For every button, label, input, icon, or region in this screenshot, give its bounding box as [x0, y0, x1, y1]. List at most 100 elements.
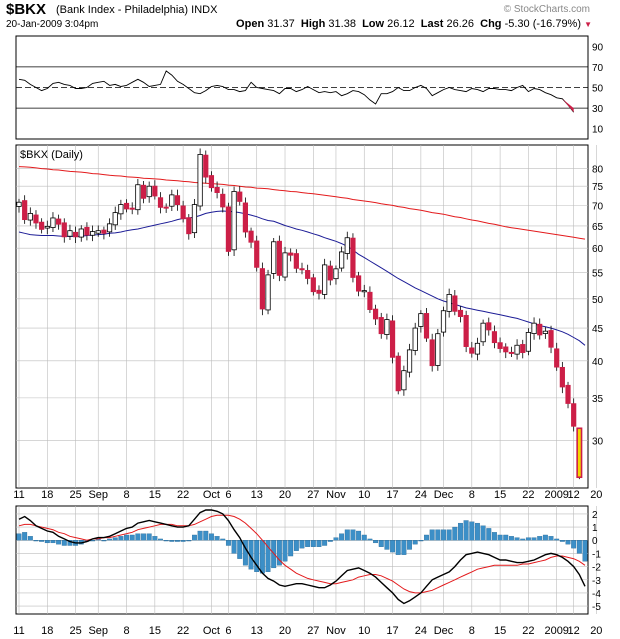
price-bar	[423, 307, 430, 342]
macd-x-tick-13: 10	[358, 625, 370, 637]
low-value: 26.12	[387, 18, 415, 30]
price-bar	[491, 325, 498, 349]
macd-x-tick-3: Sep	[88, 625, 108, 637]
macd-hist-bar	[378, 540, 384, 547]
macd-hist-bar	[525, 537, 531, 541]
macd-hist-bar	[288, 540, 294, 557]
macd-hist-bar	[361, 534, 367, 541]
price-bar-body	[480, 322, 486, 343]
price-x-tick-6: 22	[177, 489, 189, 501]
price-bar-body	[503, 346, 509, 353]
price-x-tick-10: 20	[279, 489, 291, 501]
price-bar-body	[316, 289, 322, 294]
macd-hist-bar	[293, 540, 299, 551]
price-bar-body	[367, 291, 373, 310]
last-label: Last	[420, 18, 444, 30]
price-bar	[95, 225, 101, 237]
price-bar	[576, 427, 583, 480]
macd-hist-bar	[395, 540, 401, 555]
macd-x-tick-1: 18	[41, 625, 53, 637]
price-bar	[508, 346, 515, 357]
price-bar	[84, 222, 90, 241]
price-bar	[242, 197, 248, 238]
price-bar	[248, 227, 254, 248]
price-bar	[333, 265, 339, 285]
price-bar-body	[84, 226, 90, 236]
price-bar	[565, 381, 571, 409]
price-bar	[395, 352, 401, 395]
chart-header: $BKX (Bank Index - Philadelphia) INDX 20…	[0, 0, 620, 34]
price-bar	[118, 199, 124, 220]
price-bar-body	[463, 315, 469, 347]
price-bar	[191, 199, 198, 239]
price-x-tick-11: 27	[307, 489, 319, 501]
price-bar	[367, 286, 373, 313]
price-panel-label: $BKX (Daily)	[20, 149, 83, 161]
macd-hist-bar	[33, 540, 39, 542]
macd-hist-bar	[339, 533, 345, 541]
macd-tick-0: 2	[592, 510, 598, 521]
price-bar-body	[254, 240, 260, 268]
price-bar-body	[384, 319, 390, 335]
macd-hist-bar	[418, 540, 424, 542]
price-tick-1: 35	[592, 394, 604, 405]
price-bar	[129, 202, 135, 215]
price-bar	[310, 273, 316, 296]
price-bar	[276, 235, 282, 282]
price-bar-body	[406, 349, 413, 373]
high-label: High	[300, 18, 326, 30]
price-bar-body	[412, 327, 418, 351]
price-tick-8: 70	[592, 201, 604, 212]
price-bar	[406, 343, 413, 378]
macd-hist-bar	[197, 530, 203, 541]
price-bar	[231, 186, 237, 256]
price-bar-body	[333, 268, 339, 280]
price-bar	[293, 249, 299, 273]
ticker-description: (Bank Index - Philadelphia) INDX	[56, 4, 217, 16]
macd-hist-bar	[101, 540, 107, 542]
macd-hist-bar	[480, 525, 486, 541]
macd-hist-bar	[276, 540, 282, 566]
price-bar	[67, 224, 73, 241]
price-bar	[220, 188, 226, 213]
macd-hist-bar	[508, 536, 514, 541]
macd-x-tick-15: 24	[415, 625, 427, 637]
macd-hist-bar	[576, 540, 582, 554]
macd-hist-bar	[316, 540, 322, 547]
price-bar-body	[186, 217, 192, 235]
macd-hist-bar	[259, 540, 265, 574]
price-bar-body	[571, 403, 577, 427]
macd-signal-line	[18, 514, 586, 594]
price-tick-7: 65	[592, 222, 604, 233]
macd-hist-bar	[384, 540, 390, 550]
macd-hist-bar	[169, 540, 175, 542]
rsi-tick-4: 90	[592, 42, 604, 53]
price-bar	[225, 202, 232, 256]
price-bar	[474, 337, 481, 361]
price-bar	[412, 322, 418, 356]
price-bar-body	[327, 265, 333, 281]
price-tick-3: 45	[592, 324, 604, 335]
price-bar-body	[423, 313, 430, 339]
price-bar-body	[452, 295, 458, 312]
price-x-tick-1: 18	[41, 489, 53, 501]
macd-hist-bar	[186, 540, 192, 542]
macd-hist-bar	[407, 540, 412, 550]
price-bar-body	[576, 427, 583, 479]
macd-hist-bar	[458, 522, 463, 541]
macd-x-tick-6: 22	[177, 625, 189, 637]
price-bar-body	[378, 317, 384, 335]
price-bar-body	[525, 332, 532, 352]
price-bar-body	[242, 202, 248, 233]
macd-hist-bar	[446, 529, 452, 541]
last-value: 26.26	[446, 18, 474, 30]
price-bar-body	[508, 351, 515, 354]
macd-x-tick-17: 8	[469, 625, 475, 637]
price-bar	[271, 237, 277, 279]
price-bar	[446, 288, 452, 318]
price-bar-body	[118, 204, 124, 215]
macd-hist-bar	[520, 538, 526, 541]
macd-x-tick-5: 15	[149, 625, 161, 637]
watermark: © StockCharts.com	[503, 4, 590, 15]
